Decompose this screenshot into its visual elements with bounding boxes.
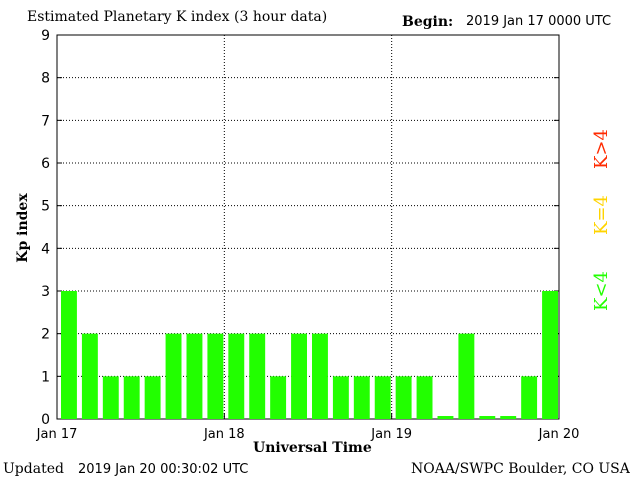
x-tick-label: Jan 20 [538, 427, 580, 442]
x-tick-label: Jan 19 [370, 427, 412, 442]
kp-bar [437, 416, 454, 419]
kp-bar [479, 416, 496, 419]
y-tick-label: 3 [41, 284, 50, 300]
begin-label: Begin: [402, 14, 454, 30]
updated-timestamp: 2019 Jan 20 00:30:02 UTC [78, 462, 249, 477]
kp-bar [416, 376, 433, 419]
y-tick-label: 2 [41, 327, 50, 343]
x-tick-label: Jan 18 [203, 427, 245, 442]
y-tick-label: 1 [41, 369, 50, 385]
legend-entry: K<4 [591, 271, 612, 311]
y-tick-label: 0 [41, 412, 50, 428]
kp-bar [291, 333, 307, 419]
kp-bar [312, 333, 328, 419]
kp-bar [123, 376, 140, 419]
y-axis-label: Kp index [15, 193, 31, 263]
chart-title: Estimated Planetary K index (3 hour data… [27, 9, 328, 25]
y-tick-label: 8 [41, 71, 50, 87]
plot-frame [56, 34, 560, 420]
kp-bar [81, 333, 98, 419]
kp-bar [500, 416, 517, 419]
y-tick-label: 6 [41, 156, 50, 172]
kp-bar [228, 333, 245, 419]
kp-bar [458, 333, 475, 419]
kp-bar [249, 333, 266, 419]
y-tick-label: 9 [41, 28, 50, 44]
kp-bar [186, 333, 203, 419]
updated-label: Updated [3, 461, 64, 477]
legend-entry: K=4 [591, 195, 612, 235]
begin-timestamp: 2019 Jan 17 0000 UTC [466, 14, 612, 29]
x-tick-label: Jan 17 [36, 427, 78, 442]
kp-bar [165, 333, 182, 419]
kp-bar [374, 376, 391, 419]
kp-bar [207, 333, 224, 419]
legend-entry: K>4 [591, 129, 612, 169]
x-axis-label: Universal Time [253, 440, 372, 456]
kp-bar [144, 376, 161, 419]
credit-text: NOAA/SWPC Boulder, CO USA [411, 461, 630, 477]
kp-bar [521, 376, 538, 419]
kp-bar [353, 376, 370, 419]
kp-bar [542, 291, 558, 419]
y-tick-label: 4 [41, 241, 50, 257]
kp-bar [102, 376, 119, 419]
y-tick-label: 7 [41, 113, 50, 129]
kp-bar [270, 376, 287, 419]
kp-bar [61, 291, 77, 419]
kp-bar [395, 376, 412, 419]
kp-bar [332, 376, 349, 419]
y-tick-label: 5 [41, 199, 50, 215]
